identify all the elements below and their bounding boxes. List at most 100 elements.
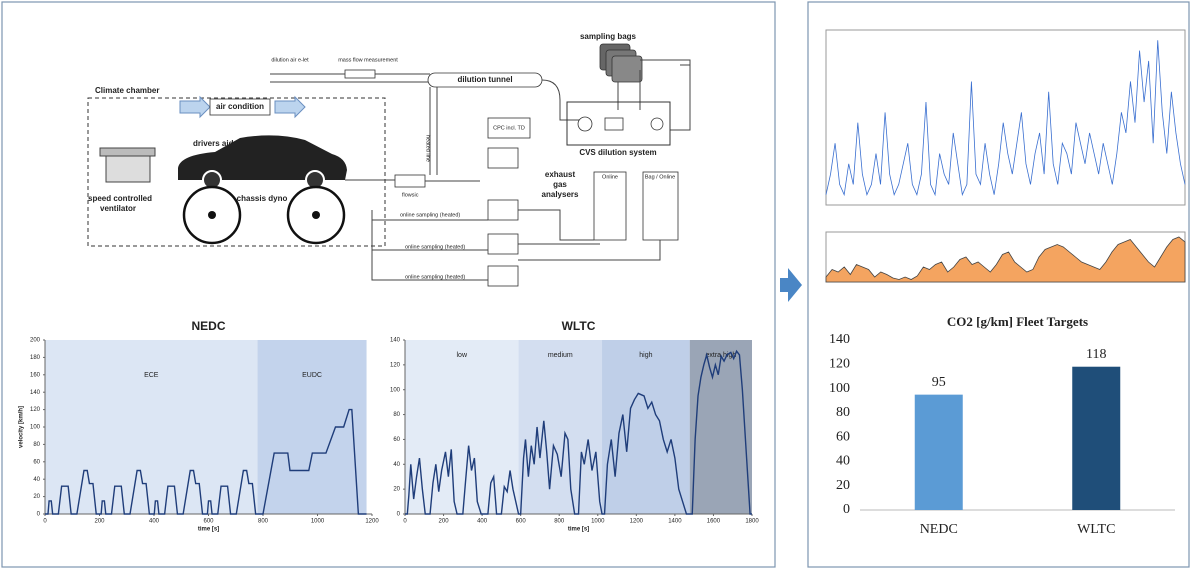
y-tick-label: 200 [30,338,41,344]
y-tick-label: 80 [393,412,400,418]
phase [518,340,603,514]
analyser [487,233,519,255]
bag [611,55,643,83]
y-tick-label: 80 [836,405,850,420]
x-tick-label: 800 [258,519,269,525]
x-tick-label: 1600 [707,519,721,525]
x-axis-label: time [s] [568,527,589,533]
flowsic [394,174,426,188]
label: online sampling (heated) [405,274,465,280]
bar [1072,366,1121,510]
line [825,40,1186,197]
analyser-cabinet [593,171,627,241]
y-tick-label: 100 [390,387,401,393]
y-tick-label: 100 [30,425,41,431]
y-tick-label: 140 [390,338,401,344]
x-tick-label: NEDC [920,522,958,537]
label: CVS dilution system [579,148,656,157]
y-tick-label: 40 [393,462,400,468]
label: drivers aid [193,139,234,148]
phase [405,340,519,514]
y-tick-label: 100 [829,381,850,396]
y-tick-label: 120 [390,362,401,368]
phase-label: medium [548,352,573,359]
value-label: 95 [932,375,946,390]
air-arrows [179,95,306,119]
y-tick-label: 160 [30,372,41,378]
analyser-cabinet [642,171,679,241]
phase [257,340,367,514]
hub [312,211,320,219]
x-tick-label: 200 [94,519,105,525]
x-tick-label: 600 [516,519,527,525]
phase [602,340,690,514]
label: sampling bags [580,32,637,41]
flow-meter [344,69,376,79]
phase [689,340,752,514]
analyser [487,199,519,221]
analyser [487,147,519,169]
y-tick-label: 180 [30,355,41,361]
label: Online [602,174,618,180]
label: flowsic [402,192,419,198]
y-tick-label: 140 [829,332,850,347]
cvs [566,101,671,146]
phase-label: high [639,352,652,359]
area [825,236,1186,283]
air-condition [209,98,271,116]
y-tick-label: 20 [33,494,40,500]
label: Bag / Online [645,174,675,180]
chart-title: CO2 [g/km] Fleet Targets [947,314,1088,329]
x-tick-label: WLTC [1077,522,1115,537]
line [405,349,752,515]
x-axis-label: time [s] [198,527,219,533]
x-tick-label: 1000 [311,519,325,525]
arrow [780,268,802,302]
x-tick-label: 1000 [591,519,605,525]
label: online sampling (heated) [405,244,465,250]
chart-title: WLTC [562,319,596,333]
label: dilution air e-let [271,57,309,63]
y-tick-label: 20 [836,478,850,493]
x-tick-label: 1800 [745,519,759,525]
pipe [345,59,691,281]
hub [208,211,216,219]
phase [45,340,258,514]
test-cell-diagram: sampling bags dilution air e-let mass fl… [87,32,691,287]
y-tick-label: 120 [30,407,41,413]
y-tick-label: 20 [393,487,400,493]
venturi [604,117,624,131]
pipe [270,73,430,83]
ventilator [99,147,156,157]
label: ventilator [100,204,136,213]
value-label: 118 [1086,347,1106,362]
x-tick-label: 400 [149,519,160,525]
car [178,135,347,180]
y-tick-label: 0 [37,512,41,518]
label: speed controlled [88,194,152,203]
y-tick-label: 0 [843,502,850,517]
y-axis-label: velocity [km/h] [19,406,25,448]
label: exhaust [545,170,576,179]
y-tick-label: 140 [30,390,41,396]
left-panel [1,1,776,568]
analyser [487,265,519,287]
label: air condition [216,102,264,111]
blower [650,117,664,131]
y-tick-label: 60 [393,437,400,443]
x-tick-label: 0 [403,519,407,525]
y-tick-label: 40 [836,454,850,469]
label: chassis dyno [237,194,288,203]
label: analysers [542,190,579,199]
x-tick-label: 800 [554,519,565,525]
x-tick-label: 0 [43,519,47,525]
y-tick-label: 60 [836,429,850,444]
x-tick-label: 1200 [365,519,379,525]
chart-title: NEDC [191,319,225,333]
cpc [487,117,531,139]
chamber [87,97,386,247]
label: dilution tunnel [457,75,512,84]
label: Climate chamber [95,86,159,95]
y-tick-label: 60 [33,459,40,465]
